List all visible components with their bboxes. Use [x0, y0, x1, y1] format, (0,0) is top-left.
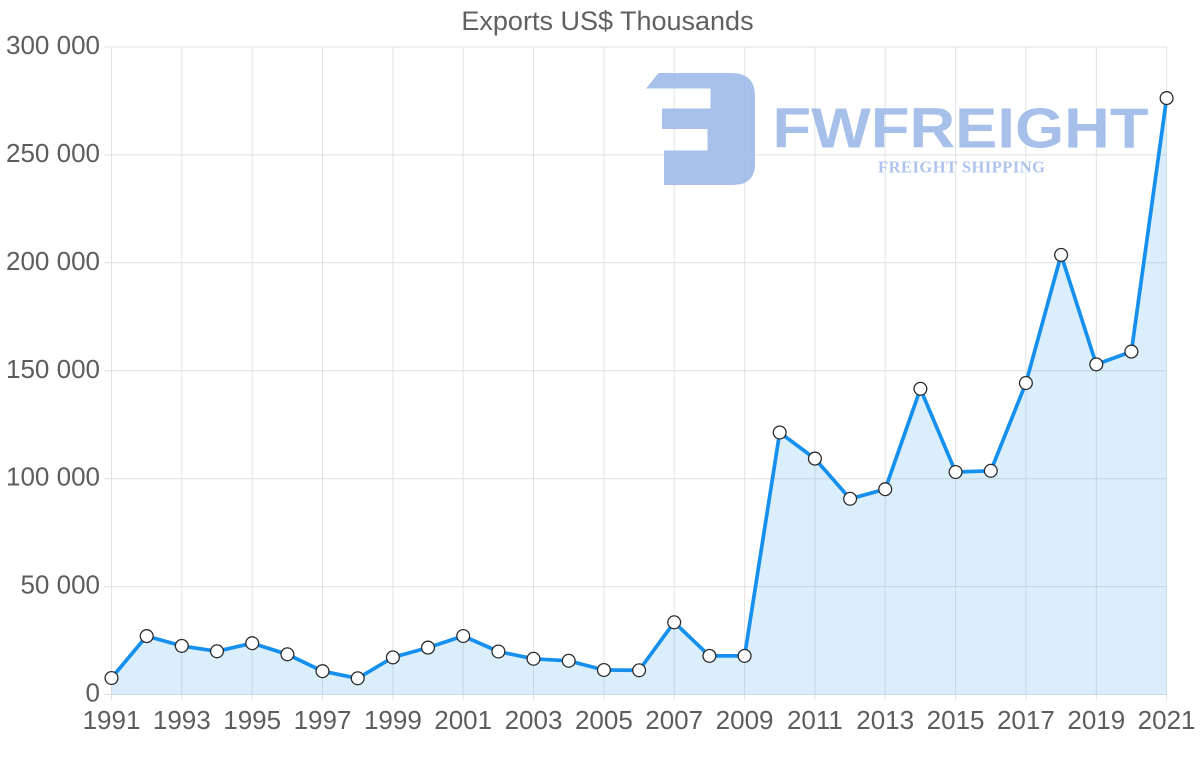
svg-text:1999: 1999	[364, 705, 422, 735]
svg-text:2017: 2017	[997, 705, 1055, 735]
svg-text:0: 0	[86, 678, 100, 708]
svg-text:Exports US$ Thousands: Exports US$ Thousands	[461, 6, 753, 36]
svg-text:150 000: 150 000	[6, 354, 100, 384]
svg-text:100 000: 100 000	[6, 462, 100, 492]
svg-text:1995: 1995	[223, 705, 281, 735]
svg-text:2021: 2021	[1138, 705, 1196, 735]
svg-text:200 000: 200 000	[6, 246, 100, 276]
svg-text:50 000: 50 000	[20, 570, 100, 600]
svg-text:2005: 2005	[575, 705, 633, 735]
svg-text:2011: 2011	[787, 705, 843, 735]
svg-text:1991: 1991	[83, 705, 141, 735]
svg-text:FWFREIGHT: FWFREIGHT	[773, 97, 1149, 161]
svg-text:2003: 2003	[505, 705, 563, 735]
svg-text:2015: 2015	[927, 705, 985, 735]
svg-text:FREIGHT SHIPPING: FREIGHT SHIPPING	[878, 158, 1045, 177]
svg-text:2009: 2009	[716, 705, 774, 735]
svg-text:2013: 2013	[856, 705, 914, 735]
svg-text:2019: 2019	[1067, 705, 1125, 735]
svg-text:2001: 2001	[434, 705, 492, 735]
svg-text:300 000: 300 000	[6, 30, 100, 60]
svg-text:250 000: 250 000	[6, 138, 100, 168]
svg-text:2007: 2007	[645, 705, 703, 735]
svg-text:1993: 1993	[153, 705, 211, 735]
svg-text:1997: 1997	[294, 705, 352, 735]
